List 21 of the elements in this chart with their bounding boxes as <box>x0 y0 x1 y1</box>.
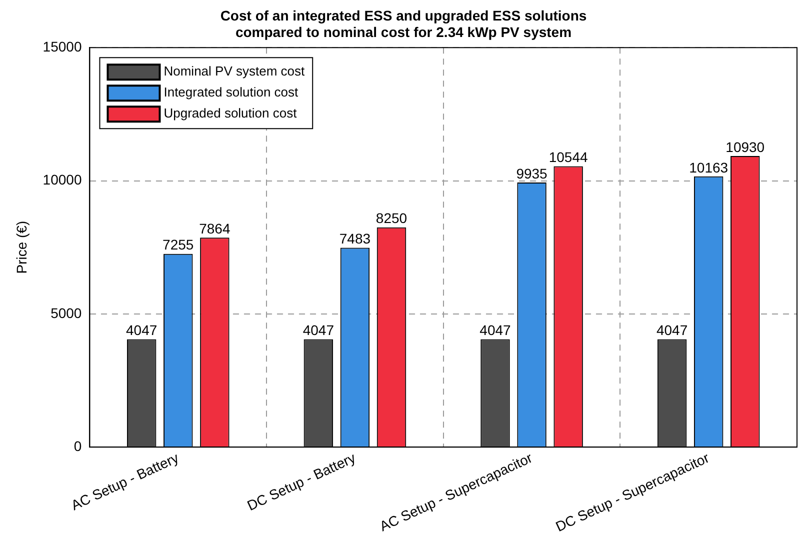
legend-label: Integrated solution cost <box>164 84 299 100</box>
data-label: 10163 <box>689 159 728 176</box>
data-label: 7864 <box>199 220 230 236</box>
y-tick-label: 0 <box>74 438 82 454</box>
data-label: 4047 <box>480 322 512 338</box>
y-tick-label: 15000 <box>42 38 82 54</box>
y-tick-label: 10000 <box>42 172 82 188</box>
data-label: 7255 <box>162 236 194 253</box>
data-label: 8250 <box>376 210 408 226</box>
data-label: 7483 <box>339 230 371 247</box>
legend-label: Upgraded solution cost <box>164 106 298 121</box>
data-label: 10544 <box>548 149 588 166</box>
data-label: 9935 <box>516 165 548 182</box>
y-tick-label: 5000 <box>50 304 82 321</box>
data-label: 4047 <box>302 322 334 338</box>
y-axis-title: Price (€) <box>13 220 30 274</box>
data-label: 4047 <box>126 322 158 338</box>
data-label: 10930 <box>726 138 765 155</box>
legend-label: Nominal PV system cost <box>164 64 305 79</box>
chart-title: Cost of an integrated ESS and upgraded ESS solutions compared to nominal cost for 2.34 kWp PV system <box>220 7 587 40</box>
data-label: 4047 <box>656 322 688 338</box>
